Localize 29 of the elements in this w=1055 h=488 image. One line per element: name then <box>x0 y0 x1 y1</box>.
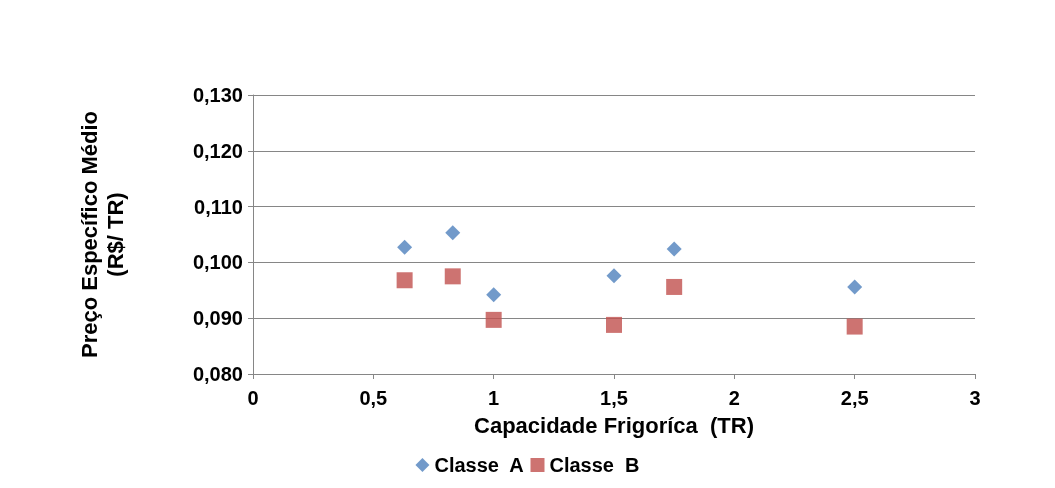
point <box>485 311 502 328</box>
x-tick-label: 2,5 <box>840 387 869 409</box>
point <box>846 318 863 335</box>
x-tick-label: 1 <box>488 387 500 409</box>
point <box>606 316 622 333</box>
y-tick-label: 0,120 <box>192 139 243 162</box>
point <box>445 225 461 241</box>
point <box>486 287 502 303</box>
y-tick-label: 0,090 <box>192 307 243 330</box>
x-tick-label: 0,5 <box>359 387 388 409</box>
x-tick-label: 1,5 <box>600 387 628 409</box>
x-axis-title: Capacidade Frigoríca (TR) <box>474 412 754 438</box>
point <box>444 268 461 285</box>
y-tick-label: 0,100 <box>192 251 243 274</box>
legend-label: Classe A <box>434 454 524 476</box>
x-tick-label: 0 <box>247 387 259 409</box>
y-tick-label: 0,130 <box>192 84 243 106</box>
point <box>397 239 413 255</box>
y-axis-title: Preço Específico Médio (R$/ TR) <box>76 111 128 358</box>
point <box>666 241 682 257</box>
x-tick-label: 3 <box>969 387 981 409</box>
y-tick-label: 0,080 <box>192 363 243 385</box>
y-tick-label: 0,110 <box>194 195 243 218</box>
x-tick-label: 2 <box>728 387 740 409</box>
point <box>847 279 863 295</box>
point <box>666 278 683 295</box>
legend-label: Classe B <box>549 454 640 476</box>
point <box>606 268 622 284</box>
point <box>396 272 413 289</box>
